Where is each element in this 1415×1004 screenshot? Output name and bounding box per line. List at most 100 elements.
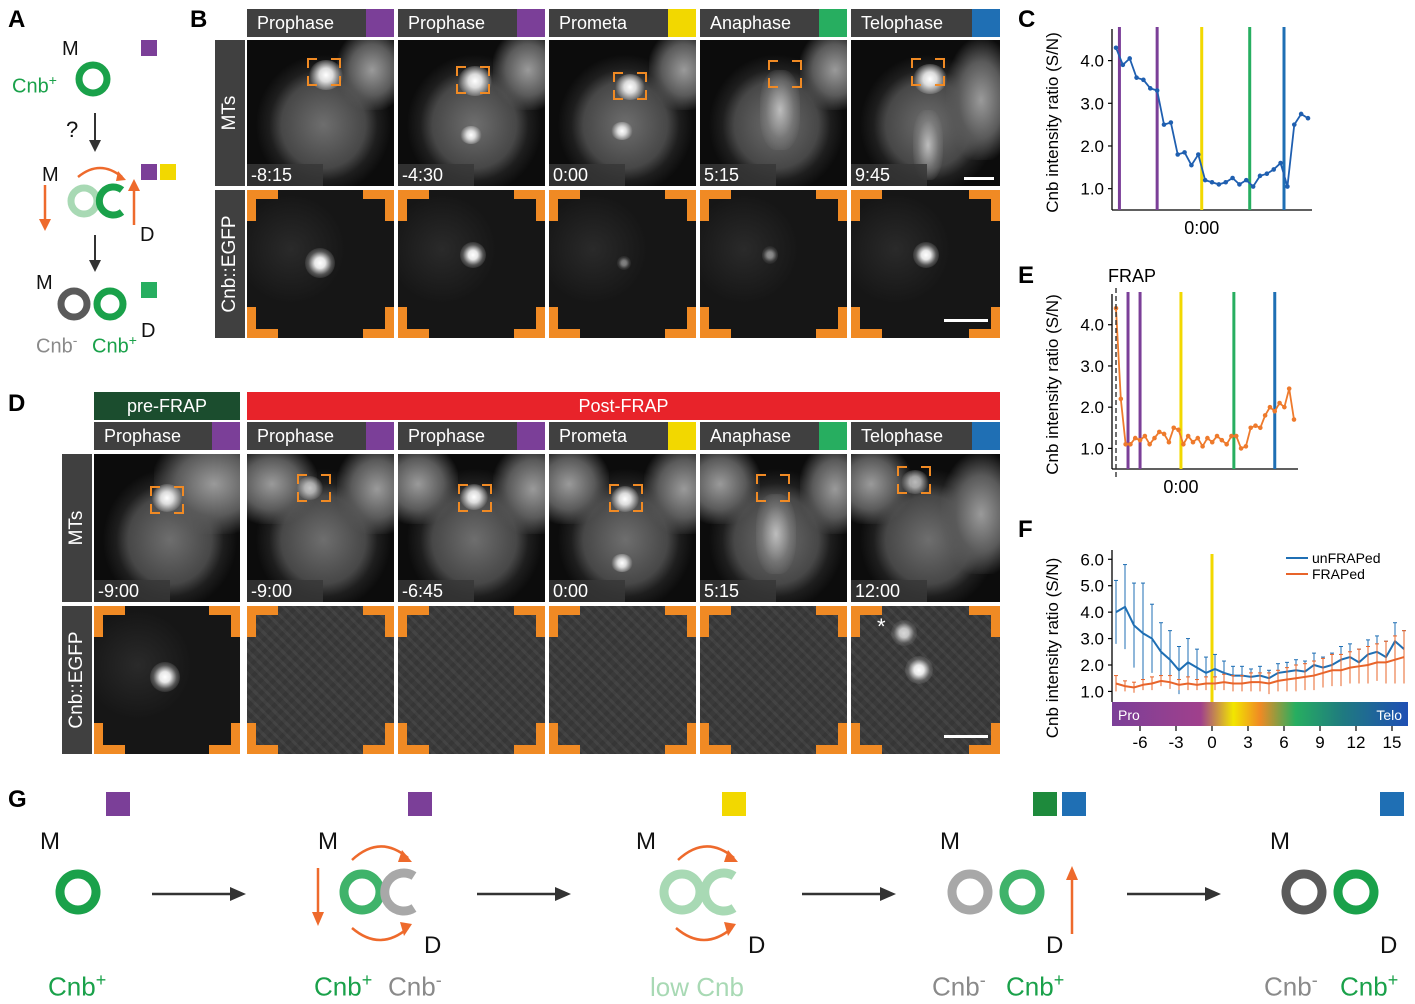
label-d: D [424,932,442,959]
x-tick-label: 3 [1243,733,1252,752]
scale-bar [964,177,994,180]
egfp-image-4 [700,606,847,754]
pre-frap-bar: pre-FRAP [94,392,240,420]
gradient-label-telo: Telo [1376,707,1402,723]
x-tick-label: 0 [1207,733,1216,752]
header-prometa: Prometa [549,422,696,450]
label-d: D [748,932,766,959]
x-tick-label: 12 [1347,733,1366,752]
data-point [1202,177,1208,183]
y-tick-label: 6.0 [1080,550,1104,569]
data-point [1248,425,1254,431]
label-m: M [636,828,656,855]
arrow-right-icon [477,887,571,901]
centrosome-pair-diagram [39,166,140,231]
label-cnb-plus: Cnb+ [314,970,373,1002]
data-point [1285,184,1290,189]
mt-image-5: 12:00 [851,454,1000,602]
x-tick-label: 9 [1315,733,1324,752]
data-point [1128,441,1133,447]
mt-image-2: -4:30 [398,40,545,186]
y-tick-label: 3.0 [1080,94,1104,113]
y-tick-label: 2.0 [1080,656,1104,675]
y-tick-label: 1.0 [1080,180,1104,199]
label-cnb-minus: Cnb- [1264,970,1318,1002]
data-point [1277,400,1282,406]
series-line-FRAPed [1115,656,1405,689]
label-m: M [62,38,79,60]
egfp-image-3 [549,190,696,338]
question-mark: ? [66,117,79,142]
y-tick-label: 3.0 [1080,630,1104,649]
data-point [1120,62,1126,68]
data-point [1264,171,1270,177]
centrosome-ring [55,869,101,915]
label-m2: M [42,164,59,186]
legend-label: unFRAPed [1312,550,1380,566]
panel-label-a: A [8,6,26,33]
arrow-down-icon [89,235,101,272]
y-tick-label: 1.0 [1080,682,1104,701]
data-point [1238,446,1244,451]
header-prophase-2: Prophase [398,422,545,450]
separated-centrosomes [57,287,127,321]
x-tick-label: -3 [1168,733,1183,752]
data-point [1286,386,1292,391]
header-prometa: Prometa [549,9,696,37]
row-label-egfp: Cnb::EGFP [215,190,245,338]
arrow-right-icon [152,887,246,901]
data-point [1305,115,1311,121]
data-point [1132,435,1138,441]
data-point [1176,427,1181,433]
x-tick-label: 0:00 [1184,218,1219,238]
data-point [1185,433,1191,439]
prophase-swatch [408,792,432,816]
egfp-image-1 [247,190,394,338]
timestamp: 0:00 [549,580,625,602]
data-point [1175,152,1181,157]
panel-a: M Cnb+ ? M D M Cnb- Cnb+ D [0,0,190,370]
y-tick-label: 5.0 [1080,577,1104,596]
data-point [1161,431,1167,437]
mt-image-5: 9:45 [851,40,1000,186]
legend-label: FRAPed [1312,566,1365,582]
data-point [1181,441,1186,447]
data-point [1147,441,1152,447]
prophase-swatch [141,40,157,56]
y-axis-label: Cnb intensity ratio (S/N) [1043,294,1062,474]
centrosomes-final [1281,869,1379,915]
data-point [1190,439,1196,445]
header-prophase-1: Prophase [247,422,394,450]
data-point [1243,177,1249,183]
header-anaphase: Anaphase [700,422,847,450]
mt-image-3: 0:00 [549,40,696,186]
data-point [1298,111,1304,117]
egfp-image-2 [398,190,545,338]
y-tick-label: 3.0 [1080,357,1104,376]
data-point [1154,88,1160,93]
data-point [1200,444,1205,449]
centrosome-duplication [312,845,417,942]
label-m: M [1270,828,1290,855]
panel-g: M Cnb+ M D Cnb+ Cnb- M D low Cnb M D Cnb… [0,780,1415,1004]
timestamp: -8:15 [247,164,323,186]
asterisk: * [877,614,886,639]
egfp-image-3 [549,606,696,754]
x-tick-label: 15 [1383,733,1402,752]
egfp-image-5: * [851,606,1000,754]
label-m3: M [36,272,53,294]
data-point [1161,122,1167,127]
panel-label-e: E [1018,262,1035,289]
prometa-swatch [160,164,176,180]
timestamp: -9:00 [94,580,170,602]
y-tick-label: 4.0 [1080,52,1104,71]
data-point [1258,425,1263,431]
data-point [1253,423,1258,429]
egfp-image-4 [700,190,847,338]
label-cnb-plus: Cnb+ [1006,970,1065,1002]
data-point [1219,437,1225,443]
x-tick-label: -6 [1132,733,1147,752]
x-tick-label: 0:00 [1163,477,1198,497]
data-point [1171,425,1177,431]
chart-f: 1.0 2.0 3.0 4.0 5.0 6.0 Cnb intensity ratio (S… [1043,550,1408,752]
